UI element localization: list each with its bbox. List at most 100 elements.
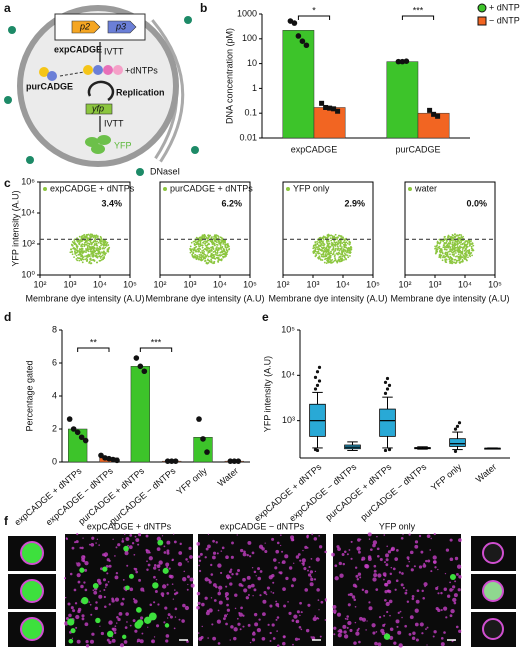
- micrograph-detail: [367, 532, 372, 537]
- population-dot: [217, 248, 220, 251]
- population-dot: [339, 257, 342, 260]
- micrograph-detail: [134, 535, 137, 538]
- data-point: [295, 33, 302, 39]
- population-dot: [469, 243, 471, 246]
- micrograph-detail: [440, 591, 443, 595]
- population-dot: [78, 250, 81, 253]
- micrograph-detail: [310, 558, 313, 560]
- micrograph-detail: [213, 599, 217, 602]
- micrograph-detail: [166, 540, 171, 545]
- micrograph-detail: [199, 552, 203, 556]
- micrograph-detail: [316, 588, 320, 592]
- population-dot: [212, 241, 215, 244]
- micrograph-detail: [265, 593, 268, 596]
- population-dot: [342, 254, 345, 257]
- micrograph-detail: [385, 558, 389, 562]
- micrograph-detail: [372, 540, 378, 545]
- micrograph-detail: [81, 614, 85, 618]
- micrograph-detail: [269, 631, 272, 635]
- micrograph-detail: [379, 558, 383, 562]
- micrograph-detail: [165, 562, 170, 567]
- data-point: [227, 458, 234, 464]
- micrograph-detail: [153, 564, 157, 567]
- data-point: [431, 111, 437, 117]
- micrograph-detail: [141, 632, 144, 635]
- micrograph-detail: [229, 576, 232, 579]
- micrograph-detail: [389, 627, 394, 632]
- population-dot: [329, 237, 332, 240]
- population-dot: [330, 259, 332, 262]
- population-dot: [203, 240, 206, 243]
- micrograph-detail: [241, 584, 244, 587]
- population-dot: [447, 245, 450, 248]
- population-dot: [341, 242, 344, 245]
- gene-label: p3: [115, 21, 126, 31]
- micrograph-detail: [162, 567, 169, 574]
- micrograph-detail: [374, 641, 378, 646]
- micrograph-detail: [84, 561, 89, 566]
- population-dot: [436, 248, 439, 251]
- micrograph-detail: [297, 638, 301, 641]
- population-dot: [341, 246, 343, 248]
- micrograph-detail: [354, 566, 358, 569]
- population-dot: [459, 249, 462, 252]
- micrograph-detail: [77, 580, 81, 584]
- micrograph-detail: [63, 577, 67, 580]
- micrograph-detail: [64, 596, 67, 599]
- micrograph-detail: [356, 629, 359, 632]
- population-dot: [203, 250, 206, 253]
- population-dot: [442, 256, 444, 259]
- micrograph-detail: [259, 594, 262, 597]
- micrograph-detail: [161, 595, 164, 598]
- legend-marker: [477, 16, 487, 26]
- data-point: [74, 429, 81, 436]
- micrograph-detail: [111, 638, 116, 643]
- micrograph-detail: [102, 553, 106, 557]
- population-dot: [444, 246, 446, 249]
- population-dot: [103, 247, 105, 250]
- population-dot: [434, 245, 437, 248]
- micrograph-detail: [185, 558, 188, 561]
- micrograph-detail: [92, 589, 95, 592]
- micrograph-detail: [365, 629, 367, 631]
- flier: [455, 424, 460, 428]
- micrograph-detail: [294, 637, 299, 641]
- micrograph-detail: [114, 575, 119, 580]
- micrograph-detail: [140, 616, 144, 620]
- population-dot: [466, 254, 468, 257]
- population-dot: [100, 244, 102, 247]
- micrograph-detail: [354, 621, 357, 624]
- population-dot: [194, 246, 197, 249]
- population-dot: [85, 260, 88, 262]
- micrograph-detail: [390, 549, 393, 552]
- population-dot: [100, 242, 103, 245]
- population-dot: [312, 252, 315, 255]
- micrograph-detail: [253, 588, 257, 592]
- micrograph-detail: [230, 568, 233, 571]
- micrograph-detail: [179, 542, 182, 546]
- micrograph-detail: [271, 623, 275, 627]
- x-tick-label: 10²: [398, 279, 411, 289]
- population-dot: [328, 261, 331, 264]
- population-dot: [83, 245, 86, 248]
- micrograph-detail: [204, 596, 208, 600]
- population-dot: [102, 250, 105, 253]
- micrograph-detail: [423, 582, 428, 587]
- micrograph-detail: [401, 572, 404, 575]
- population-dot: [450, 256, 453, 259]
- micrograph-detail: [102, 566, 108, 572]
- micrograph-detail: [422, 564, 427, 568]
- micrograph-detail: [117, 617, 121, 622]
- population-dot: [74, 242, 77, 245]
- micrograph-detail: [272, 591, 275, 594]
- population-dot: [104, 252, 107, 255]
- population-dot: [320, 249, 323, 252]
- micrograph-detail: [226, 608, 231, 612]
- micrograph-detail: [253, 570, 257, 574]
- micrograph-detail: [242, 577, 246, 582]
- micrograph-detail: [116, 615, 119, 619]
- population-dot: [464, 243, 466, 246]
- population-dot: [468, 249, 471, 251]
- population-dot: [78, 242, 80, 245]
- population-dot: [472, 244, 475, 247]
